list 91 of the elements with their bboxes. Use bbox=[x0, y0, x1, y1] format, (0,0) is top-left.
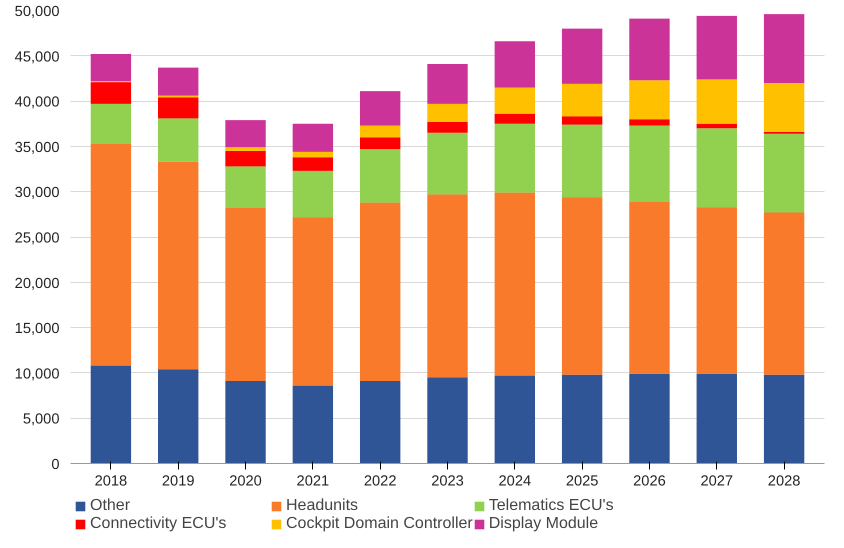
y-tick-label: 45,000 bbox=[14, 49, 60, 66]
bar bbox=[427, 104, 468, 122]
bar bbox=[696, 374, 737, 464]
legend-label: Connectivity ECU's bbox=[90, 515, 228, 533]
bar bbox=[629, 202, 670, 374]
bar bbox=[225, 147, 266, 151]
bar bbox=[764, 82, 804, 132]
bar bbox=[562, 124, 602, 198]
bar bbox=[696, 79, 737, 124]
bar bbox=[158, 97, 198, 118]
bar bbox=[292, 157, 334, 171]
bar bbox=[629, 18, 670, 80]
x-tick-label: 2025 bbox=[566, 474, 598, 490]
bar bbox=[360, 149, 400, 203]
bar bbox=[562, 28, 602, 84]
y-tick-label: 40,000 bbox=[14, 94, 60, 111]
legend-label: Other bbox=[90, 497, 132, 515]
bar bbox=[90, 104, 132, 144]
bar bbox=[562, 84, 602, 116]
bar bbox=[360, 202, 400, 382]
bar bbox=[292, 124, 334, 152]
bar bbox=[696, 16, 737, 80]
bar bbox=[225, 208, 266, 382]
bar bbox=[225, 150, 266, 166]
bar bbox=[696, 128, 737, 208]
legend-label: Cockpit Domain Controller bbox=[286, 515, 473, 533]
bar bbox=[764, 212, 804, 375]
bar bbox=[90, 82, 132, 104]
bar bbox=[225, 120, 266, 148]
bar bbox=[292, 386, 334, 464]
bar bbox=[764, 14, 804, 83]
x-tick-label: 2027 bbox=[700, 474, 734, 490]
bar bbox=[696, 207, 737, 374]
bar bbox=[158, 162, 198, 370]
y-tick-label: 50,000 bbox=[14, 4, 60, 20]
y-tick-label: 10,000 bbox=[14, 366, 60, 382]
bar bbox=[158, 369, 198, 464]
bar bbox=[360, 381, 400, 464]
x-tick-label: 2024 bbox=[498, 474, 532, 490]
y-tick-label: 0 bbox=[51, 457, 60, 473]
bar bbox=[292, 217, 334, 386]
y-tick-label: 25,000 bbox=[14, 230, 60, 246]
bar bbox=[629, 374, 670, 464]
bar bbox=[494, 124, 536, 193]
x-tick-label: 2023 bbox=[431, 474, 464, 490]
y-tick-label: 35,000 bbox=[14, 140, 60, 156]
bar bbox=[360, 126, 400, 138]
bar bbox=[427, 377, 468, 464]
bar bbox=[90, 366, 132, 464]
y-tick-label: 5,000 bbox=[22, 412, 60, 428]
y-tick-label: 15,000 bbox=[14, 321, 60, 338]
x-tick-label: 2026 bbox=[633, 474, 666, 490]
bar bbox=[629, 80, 670, 120]
bar bbox=[158, 68, 198, 96]
y-tick-label: 30,000 bbox=[14, 185, 60, 202]
legend-label: Display Module bbox=[488, 515, 600, 533]
bar bbox=[764, 134, 804, 213]
bar bbox=[629, 119, 670, 126]
x-tick-label: 2028 bbox=[768, 474, 800, 490]
bar bbox=[494, 192, 536, 376]
legend-label: Headunits bbox=[286, 497, 360, 515]
bar bbox=[225, 381, 266, 464]
bar bbox=[158, 118, 198, 162]
x-tick-label: 2018 bbox=[94, 474, 128, 490]
bar bbox=[764, 374, 804, 464]
bar bbox=[292, 170, 334, 218]
bar bbox=[562, 197, 602, 375]
bar bbox=[494, 41, 536, 88]
bar bbox=[494, 88, 536, 114]
x-tick-label: 2021 bbox=[296, 474, 330, 490]
bar bbox=[427, 194, 468, 378]
bar bbox=[427, 64, 468, 104]
bar bbox=[427, 132, 468, 194]
bar bbox=[292, 152, 334, 158]
x-tick-label: 2019 bbox=[162, 474, 195, 490]
bar bbox=[696, 124, 737, 128]
bar bbox=[494, 376, 536, 464]
y-tick-label: 20,000 bbox=[14, 276, 60, 292]
bar bbox=[90, 144, 132, 366]
bar bbox=[225, 166, 266, 208]
bar bbox=[360, 91, 400, 126]
bar bbox=[562, 374, 602, 464]
x-tick-label: 2020 bbox=[229, 474, 262, 490]
bar bbox=[629, 126, 670, 202]
bar bbox=[562, 116, 602, 125]
x-tick-label: 2022 bbox=[364, 474, 396, 490]
legend-label: Telematics ECU's bbox=[488, 497, 615, 515]
bar bbox=[494, 114, 536, 124]
bar bbox=[90, 54, 132, 82]
bar bbox=[427, 122, 468, 133]
bar bbox=[360, 137, 400, 150]
